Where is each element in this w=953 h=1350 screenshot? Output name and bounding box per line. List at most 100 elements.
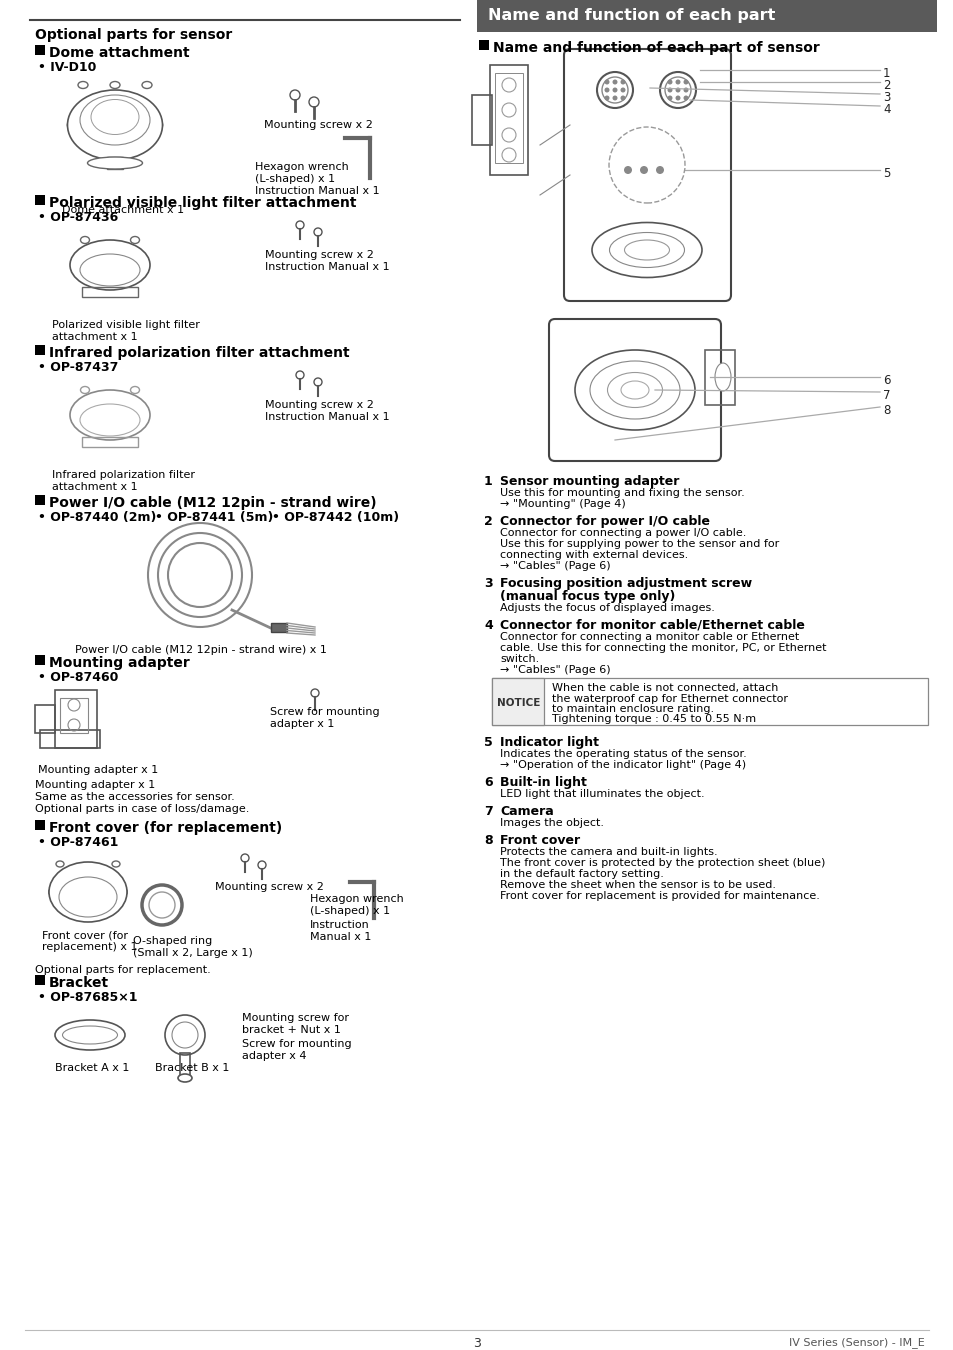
Text: Dome attachment x 1: Dome attachment x 1 xyxy=(62,205,184,215)
Text: Power I/O cable (M12 12pin - strand wire) x 1: Power I/O cable (M12 12pin - strand wire… xyxy=(75,645,327,655)
Bar xyxy=(472,95,492,144)
Text: Tightening torque : 0.45 to 0.55 N·m: Tightening torque : 0.45 to 0.55 N·m xyxy=(552,714,756,725)
Ellipse shape xyxy=(607,373,661,408)
Text: (Small x 2, Large x 1): (Small x 2, Large x 1) xyxy=(132,948,253,958)
Circle shape xyxy=(604,96,609,100)
Text: Bracket: Bracket xyxy=(49,976,109,990)
Ellipse shape xyxy=(664,77,690,103)
Text: Instruction: Instruction xyxy=(310,919,370,930)
Text: (L-shaped) x 1: (L-shaped) x 1 xyxy=(254,174,335,184)
Circle shape xyxy=(619,80,625,85)
Ellipse shape xyxy=(80,236,90,243)
Text: 8: 8 xyxy=(882,404,889,417)
Text: (manual focus type only): (manual focus type only) xyxy=(499,590,675,603)
Text: Bracket B x 1: Bracket B x 1 xyxy=(154,1062,229,1073)
Text: → "Operation of the indicator light" (Page 4): → "Operation of the indicator light" (Pa… xyxy=(499,760,745,770)
Text: Infrared polarization filter: Infrared polarization filter xyxy=(52,470,194,481)
Text: Mounting screw x 2: Mounting screw x 2 xyxy=(265,250,374,261)
Text: Front cover for replacement is provided for maintenance.: Front cover for replacement is provided … xyxy=(499,891,819,900)
Text: Indicates the operating status of the sensor.: Indicates the operating status of the se… xyxy=(499,749,746,759)
Text: Mounting screw for: Mounting screw for xyxy=(242,1012,349,1023)
Ellipse shape xyxy=(49,879,127,904)
Circle shape xyxy=(619,88,625,93)
Text: Hexagon wrench: Hexagon wrench xyxy=(254,162,349,171)
Ellipse shape xyxy=(49,863,127,922)
Ellipse shape xyxy=(59,878,117,917)
Text: Remove the sheet when the sensor is to be used.: Remove the sheet when the sensor is to b… xyxy=(499,880,775,890)
Ellipse shape xyxy=(80,404,140,436)
Bar xyxy=(40,730,100,748)
Text: the waterproof cap for Ethernet connector: the waterproof cap for Ethernet connecto… xyxy=(552,694,787,703)
Text: Instruction Manual x 1: Instruction Manual x 1 xyxy=(254,186,379,196)
Ellipse shape xyxy=(70,240,150,290)
Text: Sensor mounting adapter: Sensor mounting adapter xyxy=(499,475,679,487)
Text: Connector for monitor cable/Ethernet cable: Connector for monitor cable/Ethernet cab… xyxy=(499,620,804,632)
Ellipse shape xyxy=(620,381,648,400)
Text: Same as the accessories for sensor.: Same as the accessories for sensor. xyxy=(35,792,234,802)
Ellipse shape xyxy=(131,386,139,393)
Ellipse shape xyxy=(80,95,150,144)
Ellipse shape xyxy=(55,1021,125,1050)
Bar xyxy=(478,40,489,50)
Text: bracket + Nut x 1: bracket + Nut x 1 xyxy=(242,1025,340,1035)
Circle shape xyxy=(604,88,609,93)
Text: Dome attachment: Dome attachment xyxy=(49,46,190,59)
Text: adapter x 1: adapter x 1 xyxy=(270,720,334,729)
Text: 7: 7 xyxy=(882,389,889,402)
Text: Screw for mounting: Screw for mounting xyxy=(242,1040,352,1049)
Circle shape xyxy=(682,80,688,85)
Circle shape xyxy=(290,90,299,100)
Ellipse shape xyxy=(178,1075,192,1081)
Text: Mounting screw x 2: Mounting screw x 2 xyxy=(265,400,374,410)
Text: Front cover (for replacement): Front cover (for replacement) xyxy=(49,821,282,836)
Text: Use this for supplying power to the sensor and for: Use this for supplying power to the sens… xyxy=(499,539,779,549)
Circle shape xyxy=(309,97,318,107)
Text: 5: 5 xyxy=(882,167,889,180)
Bar xyxy=(271,622,287,632)
Text: LED light that illuminates the object.: LED light that illuminates the object. xyxy=(499,788,704,799)
Text: 3: 3 xyxy=(483,576,492,590)
Text: 2: 2 xyxy=(882,80,889,92)
Ellipse shape xyxy=(601,77,627,103)
Text: switch.: switch. xyxy=(499,653,538,664)
Bar xyxy=(35,819,45,830)
Circle shape xyxy=(241,855,249,863)
Text: 6: 6 xyxy=(882,374,889,387)
Ellipse shape xyxy=(575,350,695,431)
Circle shape xyxy=(612,80,617,85)
Text: 7: 7 xyxy=(483,805,493,818)
Text: → "Cables" (Page 6): → "Cables" (Page 6) xyxy=(499,666,610,675)
Text: Infrared polarization filter attachment: Infrared polarization filter attachment xyxy=(49,346,349,360)
Ellipse shape xyxy=(78,81,88,89)
Text: Connector for connecting a monitor cable or Ethernet: Connector for connecting a monitor cable… xyxy=(499,632,799,643)
Text: 8: 8 xyxy=(483,834,492,846)
Text: NOTICE: NOTICE xyxy=(497,698,539,707)
Ellipse shape xyxy=(80,386,90,393)
Circle shape xyxy=(612,88,617,93)
Circle shape xyxy=(682,96,688,100)
Text: 3: 3 xyxy=(882,90,889,104)
Bar xyxy=(35,495,45,505)
Bar xyxy=(35,45,45,55)
Text: • OP-87685×1: • OP-87685×1 xyxy=(38,991,137,1004)
Circle shape xyxy=(623,166,631,174)
Text: Front cover (for: Front cover (for xyxy=(42,930,128,940)
Bar xyxy=(82,437,138,447)
Text: 5: 5 xyxy=(483,736,493,749)
Circle shape xyxy=(314,228,322,236)
Text: 6: 6 xyxy=(483,776,492,788)
Text: • OP-87460: • OP-87460 xyxy=(38,671,118,684)
Ellipse shape xyxy=(714,363,730,392)
Text: IV Series (Sensor) - IM_E: IV Series (Sensor) - IM_E xyxy=(788,1336,924,1347)
Text: Built-in light: Built-in light xyxy=(499,776,586,788)
Bar xyxy=(35,346,45,355)
Ellipse shape xyxy=(112,861,120,867)
Text: (L-shaped) x 1: (L-shaped) x 1 xyxy=(310,906,390,917)
Text: 1: 1 xyxy=(483,475,493,487)
Text: Camera: Camera xyxy=(499,805,553,818)
Text: Instruction Manual x 1: Instruction Manual x 1 xyxy=(265,412,389,423)
Ellipse shape xyxy=(131,236,139,243)
Text: Indicator light: Indicator light xyxy=(499,736,598,749)
Circle shape xyxy=(165,1015,205,1054)
Text: • OP-87442 (10m): • OP-87442 (10m) xyxy=(272,512,398,524)
